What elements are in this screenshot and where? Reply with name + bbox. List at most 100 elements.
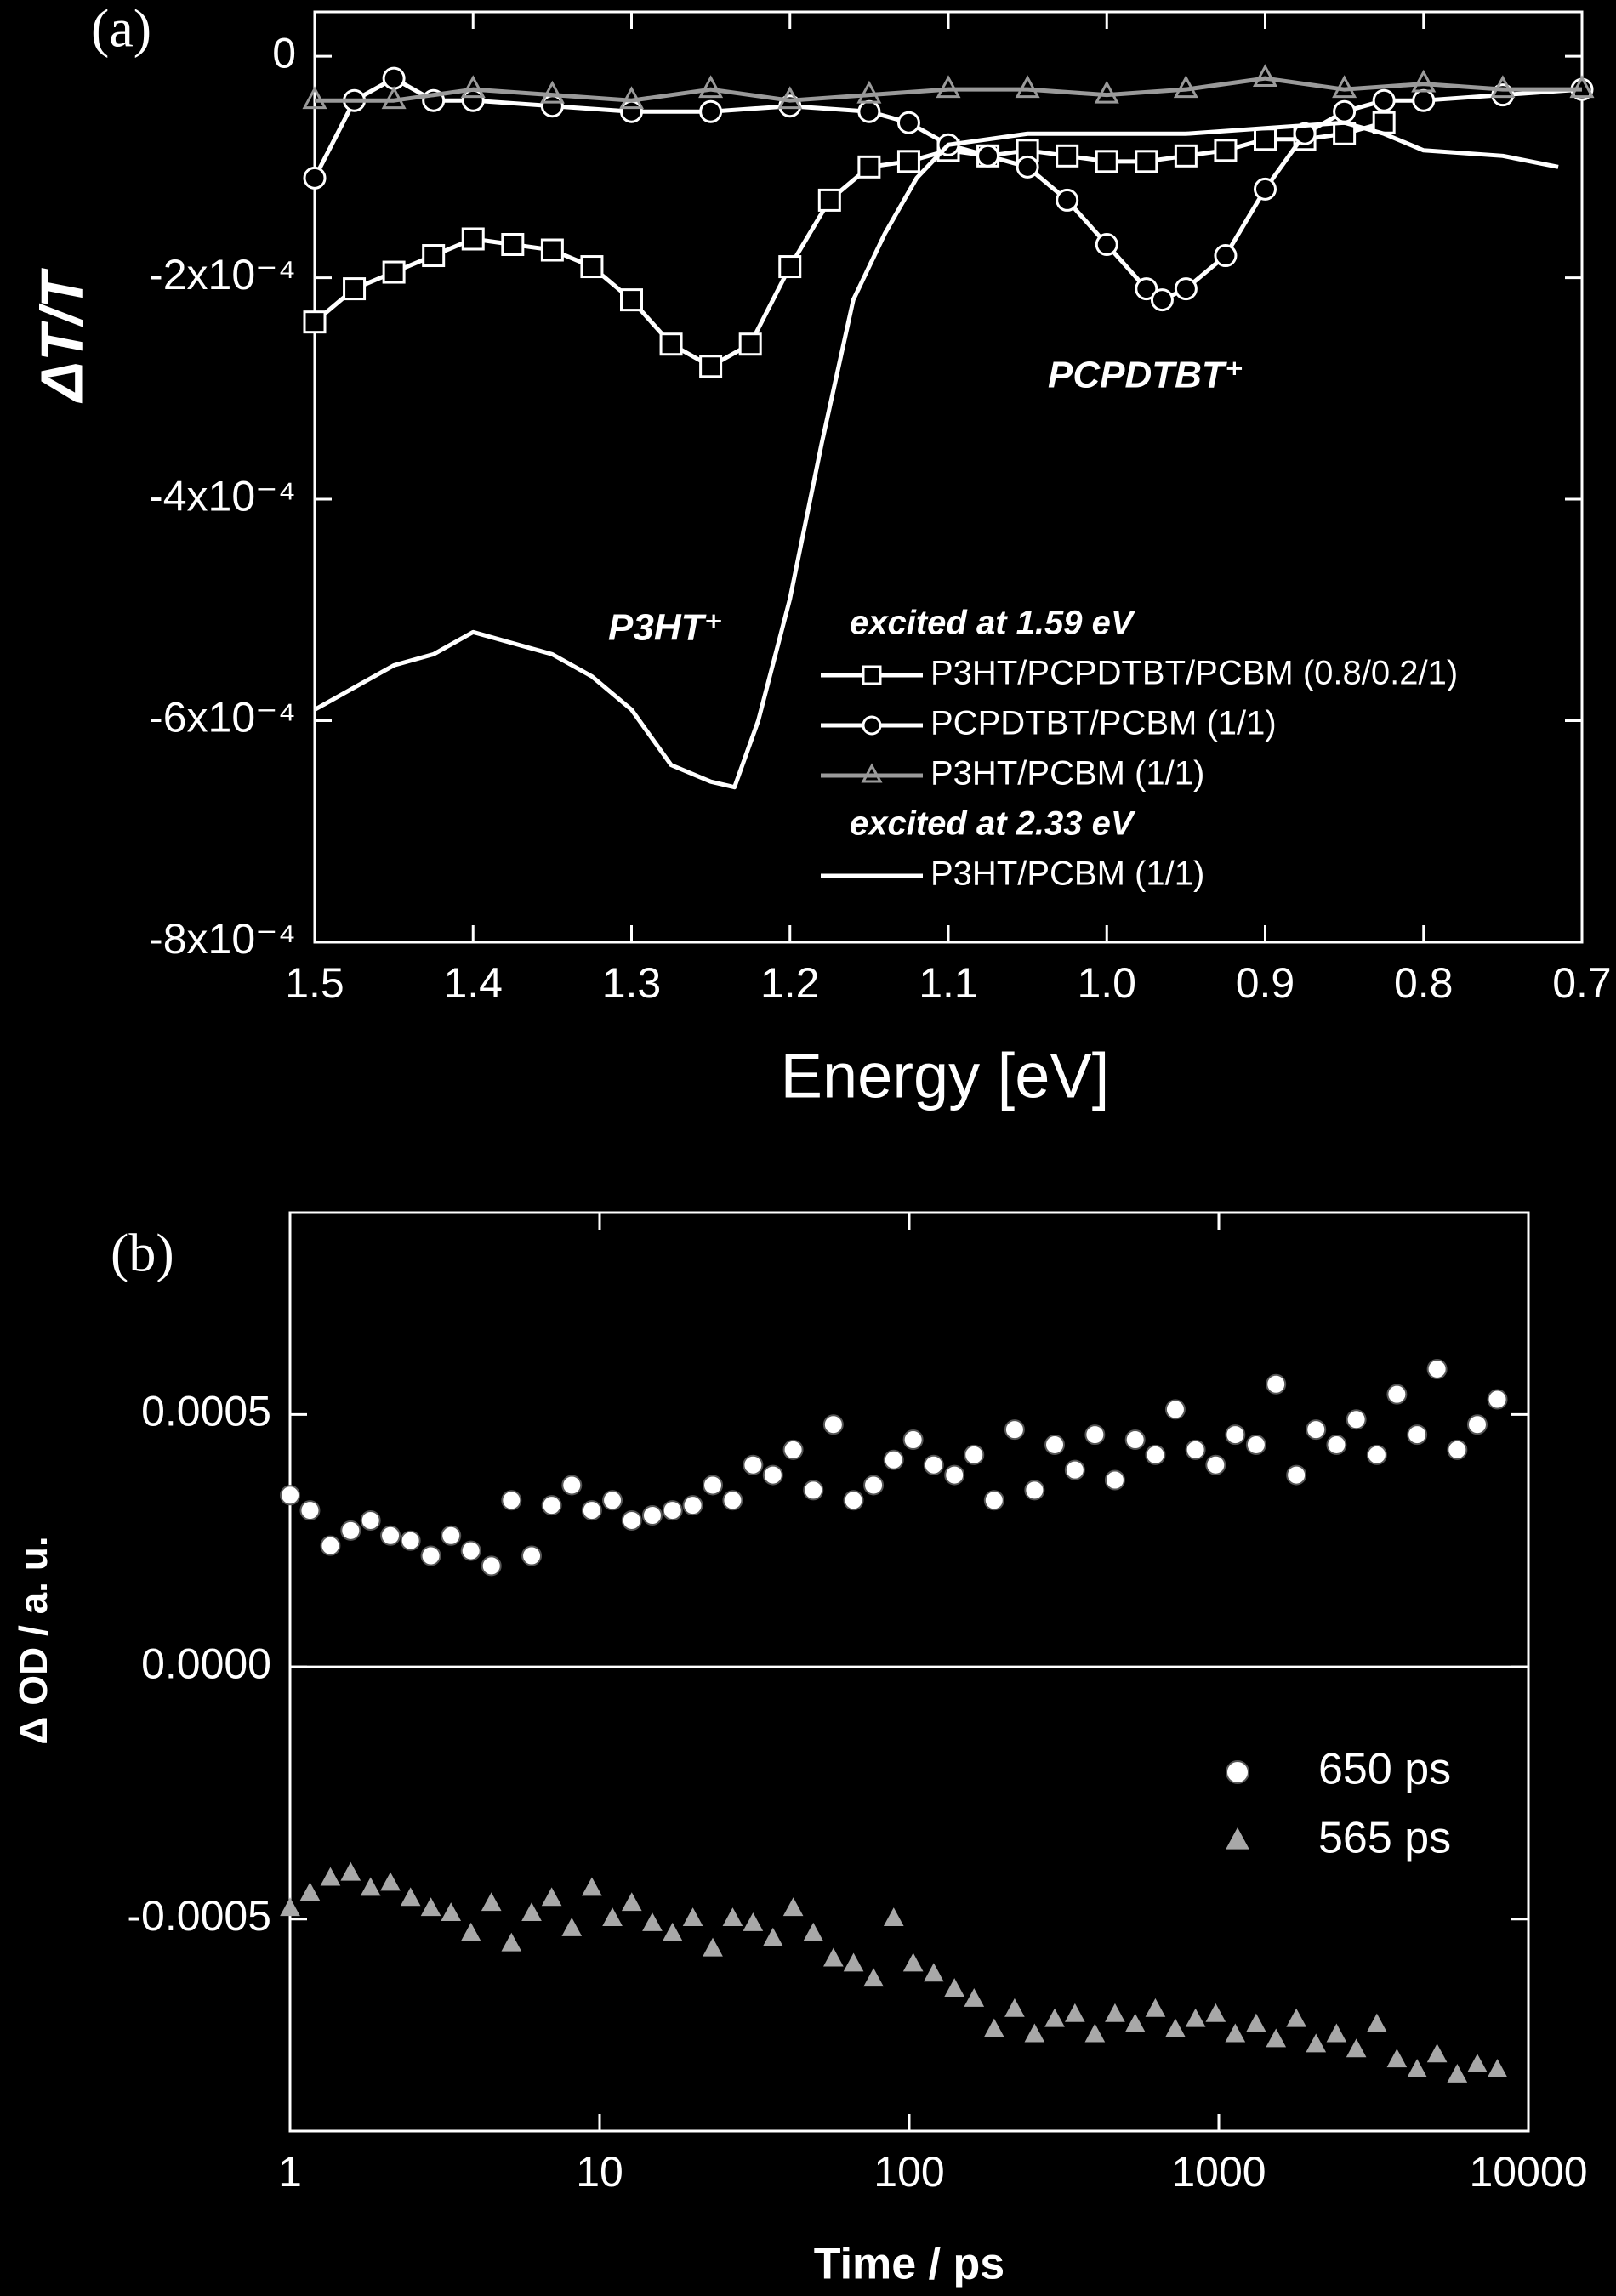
marker-triangle	[1173, 75, 1198, 99]
marker-circle	[803, 1480, 824, 1501]
annotation: P3HT⁺	[608, 607, 724, 649]
marker-circle	[662, 1500, 683, 1521]
marker-circle	[976, 144, 1000, 168]
marker-circle	[857, 99, 881, 123]
marker-triangle	[1386, 2049, 1408, 2068]
marker-square	[1174, 144, 1198, 168]
marker-circle	[1326, 1434, 1347, 1455]
x-tick-label: 1.2	[760, 959, 820, 1007]
marker-circle	[541, 1495, 562, 1516]
marker-circle	[621, 1509, 642, 1531]
marker-square	[422, 244, 446, 268]
series-line	[315, 76, 1582, 103]
marker-circle	[400, 1530, 421, 1551]
marker-triangle	[703, 1937, 723, 1957]
x-tick-label: 10000	[1469, 2148, 1587, 2196]
marker-circle	[299, 1500, 321, 1521]
marker-circle	[303, 166, 327, 190]
x-axis-title: Time / ps	[814, 2240, 1004, 2289]
marker-circle	[1004, 1419, 1025, 1441]
marker-triangle	[762, 1927, 783, 1946]
marker-square	[896, 150, 920, 173]
marker-circle	[1245, 1434, 1266, 1455]
marker-triangle	[1426, 2043, 1448, 2063]
marker-square	[862, 665, 882, 685]
marker-triangle	[1094, 80, 1119, 104]
marker-triangle	[1286, 2008, 1306, 2027]
marker-circle	[1064, 1459, 1085, 1480]
marker-circle	[441, 1525, 462, 1546]
marker-triangle	[1407, 2059, 1427, 2077]
marker-circle	[1346, 1409, 1367, 1430]
marker-triangle	[923, 1963, 944, 1982]
marker-triangle	[1185, 2008, 1206, 2027]
legend-label: P3HT/PCBM (1/1)	[930, 855, 1204, 893]
marker-circle	[1044, 1434, 1066, 1455]
y-tick-label: -0.0005	[127, 1892, 271, 1940]
x-tick-label: 0.9	[1236, 959, 1295, 1007]
marker-triangle	[843, 1952, 864, 1972]
marker-circle	[1386, 1384, 1408, 1405]
marker-triangle	[863, 1968, 884, 1987]
legend-label: 565 ps	[1318, 1814, 1451, 1863]
marker-circle	[1024, 1480, 1045, 1501]
x-tick-label: 10	[576, 2148, 623, 2196]
marker-triangle	[1467, 2054, 1488, 2073]
marker-triangle	[1367, 2013, 1387, 2032]
marker-circle	[1306, 1419, 1327, 1441]
marker-circle	[360, 1509, 381, 1531]
marker-square	[540, 238, 564, 262]
marker-triangle	[1447, 2064, 1468, 2083]
marker-circle	[822, 1414, 844, 1435]
marker-triangle	[983, 2018, 1004, 2037]
marker-circle	[782, 1439, 804, 1460]
marker-triangle	[682, 1907, 703, 1926]
marker-circle	[703, 1475, 724, 1496]
marker-triangle	[936, 75, 961, 99]
marker-circle	[460, 1540, 481, 1561]
marker-triangle	[743, 1912, 764, 1931]
marker-circle	[481, 1555, 502, 1577]
marker-triangle	[861, 763, 883, 783]
marker-triangle	[1252, 64, 1278, 88]
marker-triangle	[460, 75, 486, 99]
marker-triangle	[1024, 2023, 1045, 2043]
marker-circle	[1095, 233, 1118, 256]
x-axis-title: Energy [eV]	[781, 1041, 1110, 1111]
marker-triangle	[280, 1897, 300, 1917]
marker-triangle	[521, 1902, 542, 1922]
marker-square	[1056, 144, 1079, 168]
marker-circle	[1174, 277, 1198, 301]
marker-square	[580, 255, 604, 279]
marker-triangle	[777, 86, 803, 110]
marker-triangle	[1487, 2059, 1508, 2077]
marker-circle	[1426, 1358, 1448, 1379]
marker-circle	[1412, 88, 1436, 112]
marker-circle	[382, 66, 406, 90]
marker-triangle	[1225, 2023, 1246, 2043]
x-tick-label: 1.4	[443, 959, 503, 1007]
marker-triangle	[441, 1902, 462, 1922]
marker-circle	[340, 1520, 361, 1541]
marker-circle	[862, 715, 882, 736]
marker-triangle	[782, 1897, 804, 1917]
marker-triangle	[380, 1872, 401, 1891]
marker-triangle	[381, 86, 407, 110]
marker-circle	[420, 1545, 441, 1566]
marker-triangle	[302, 86, 327, 110]
legend-label: PCPDTBT/PCBM (1/1)	[930, 705, 1277, 742]
marker-triangle	[618, 86, 645, 110]
marker-circle	[602, 1490, 623, 1511]
marker-circle	[641, 1505, 663, 1526]
y-tick-label: 0	[272, 29, 296, 77]
marker-circle	[320, 1535, 341, 1556]
marker-triangle	[1569, 75, 1595, 99]
marker-circle	[1135, 277, 1158, 301]
marker-square	[303, 310, 327, 334]
y-tick-label: 0.0000	[141, 1640, 271, 1687]
marker-circle	[1124, 1429, 1146, 1451]
marker-square	[1135, 150, 1158, 173]
marker-circle	[983, 1490, 1004, 1511]
marker-circle	[1185, 1439, 1206, 1460]
marker-triangle	[1266, 2028, 1287, 2048]
